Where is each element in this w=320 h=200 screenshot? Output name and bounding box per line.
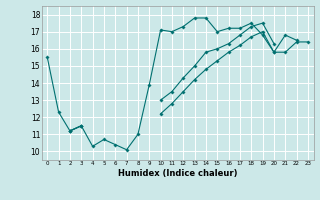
X-axis label: Humidex (Indice chaleur): Humidex (Indice chaleur) <box>118 169 237 178</box>
